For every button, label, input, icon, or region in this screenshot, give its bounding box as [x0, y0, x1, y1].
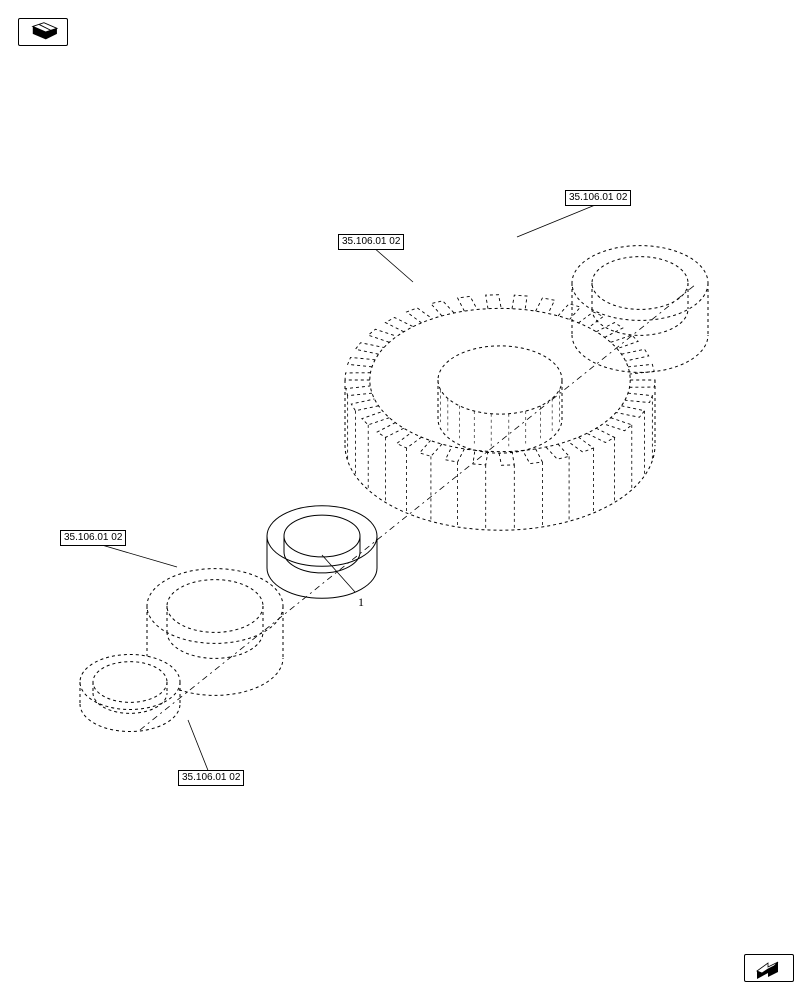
- book-icon: [18, 18, 68, 46]
- item-number: 1: [358, 595, 364, 610]
- ref-label: 35.106.01 02: [60, 530, 126, 546]
- ref-label: 35.106.01 02: [178, 770, 244, 786]
- ref-label: 35.106.01 02: [338, 234, 404, 250]
- parts-diagram: [0, 0, 812, 1000]
- arrow-icon: [744, 954, 794, 982]
- ref-label: 35.106.01 02: [565, 190, 631, 206]
